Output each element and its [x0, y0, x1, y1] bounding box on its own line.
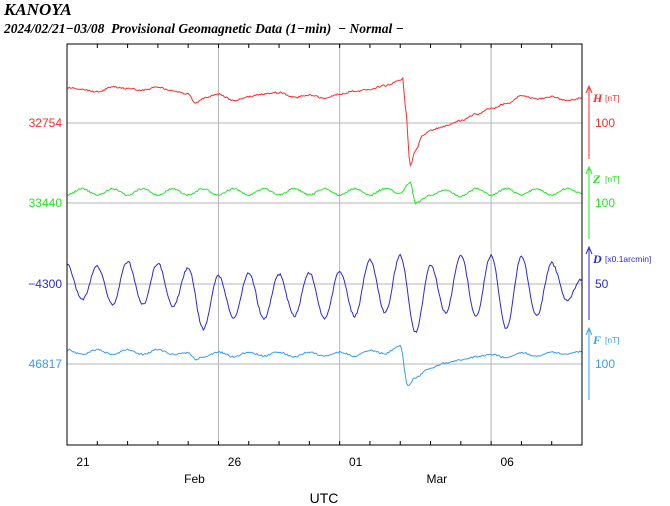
x-axis-label: UTC: [310, 490, 339, 506]
series-unit-d: [x0.1arcmin]: [605, 254, 651, 264]
plot-frame: [66, 43, 583, 446]
series-unit-h: [nT]: [605, 93, 620, 103]
x-month-label: Feb: [184, 472, 205, 486]
x-tick-label: 21: [76, 455, 90, 469]
x-tick-label: 26: [228, 455, 242, 469]
scale-arrow-f: [585, 326, 593, 336]
series-line-h: [66, 76, 583, 167]
series-name-f: F: [592, 333, 601, 347]
series-line-d: [66, 253, 583, 333]
baseline-label-h: 32754: [29, 116, 63, 130]
x-tick-label: 01: [349, 455, 363, 469]
series-name-h: H: [592, 91, 603, 105]
series-unit-z: [nT]: [605, 174, 620, 184]
left-axis-labels: 32754 33440 −4300 46817: [28, 116, 62, 371]
x-month-label: Mar: [427, 472, 448, 486]
baseline-label-d: −4300: [28, 277, 62, 291]
x-tick-label: 06: [500, 455, 514, 469]
series-unit-f: [nT]: [605, 335, 620, 345]
baseline-label-z: 33440: [29, 196, 63, 210]
scale-label-f: 100: [595, 357, 615, 371]
series-name-z: Z: [592, 172, 601, 186]
scale-label-h: 100: [595, 116, 615, 130]
series-line-z: [66, 181, 583, 205]
scale-arrow-d: [585, 245, 593, 255]
series-line-f: [67, 344, 583, 387]
grid: [67, 44, 582, 445]
x-axis: 21 26 01 06 Feb Mar: [66, 44, 583, 486]
series-lines: [66, 76, 583, 387]
station-title: KANOYA: [4, 0, 72, 19]
series-name-d: D: [592, 252, 602, 266]
scale-label-d: 50: [595, 277, 609, 291]
scale-arrow-h: [585, 84, 593, 94]
scale-label-z: 100: [595, 196, 615, 210]
scale-arrow-z: [585, 165, 593, 175]
baseline-label-f: 46817: [29, 357, 63, 371]
chart-subtitle: 2024/02/21−03/08 Provisional Geomagnetic…: [4, 21, 404, 36]
